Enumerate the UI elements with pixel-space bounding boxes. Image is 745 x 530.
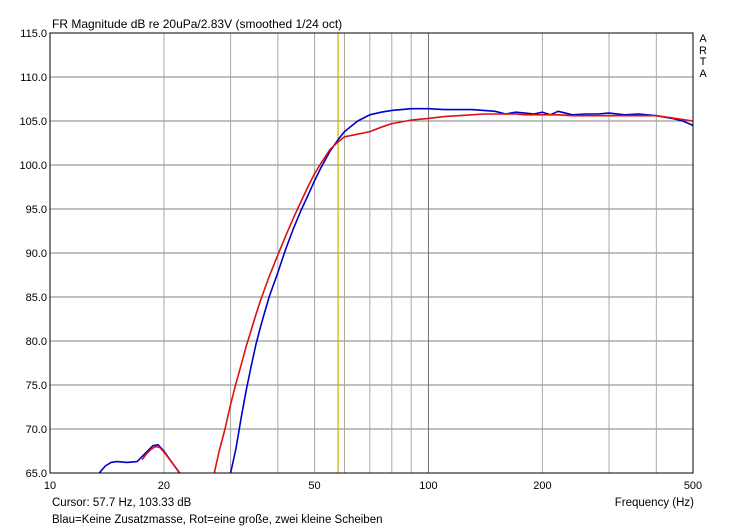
y-tick-labels: 115.0 110.0 105.0 100.0 95.0 90.0 85.0 80.0 75.0… — [19, 28, 47, 480]
y-tick-label: 75.0 — [26, 380, 47, 392]
y-tick-label: 115.0 — [20, 28, 47, 40]
grid — [50, 32, 693, 474]
series-layer — [98, 107, 693, 473]
series-line-2 — [141, 113, 693, 473]
x-tick-label: 500 — [684, 480, 702, 492]
y-tick-label: 80.0 — [26, 336, 47, 348]
chart-title: FR Magnitude dB re 20uPa/2.83V (smoothed… — [52, 17, 343, 31]
y-tick-label: 95.0 — [26, 204, 47, 216]
x-tick-label: 200 — [533, 480, 551, 492]
x-tick-label: 10 — [44, 480, 56, 492]
y-tick-label: 110.0 — [20, 72, 47, 84]
legend-caption: Blau=Keine Zusatzmasse, Rot=eine große, … — [52, 514, 383, 526]
x-tick-label: 20 — [158, 480, 170, 492]
plot-frame — [49, 32, 694, 474]
y-tick-label: 100.0 — [19, 160, 47, 172]
x-tick-label: 50 — [308, 480, 320, 492]
x-axis-label: Frequency (Hz) — [614, 497, 694, 509]
y-tick-label: 65.0 — [26, 468, 47, 480]
y-tick-label: 85.0 — [26, 292, 47, 304]
x-tick-labels: 10 20 50 100 200 500 — [44, 480, 702, 492]
y-tick-label: 105.0 — [19, 116, 47, 128]
cursor-readout: Cursor: 57.7 Hz, 103.33 dB — [52, 497, 192, 509]
y-tick-label: 90.0 — [26, 248, 47, 260]
y-tick-label: 70.0 — [26, 424, 47, 436]
arta-watermark: A R T A — [699, 33, 707, 80]
x-tick-label: 100 — [419, 480, 437, 492]
